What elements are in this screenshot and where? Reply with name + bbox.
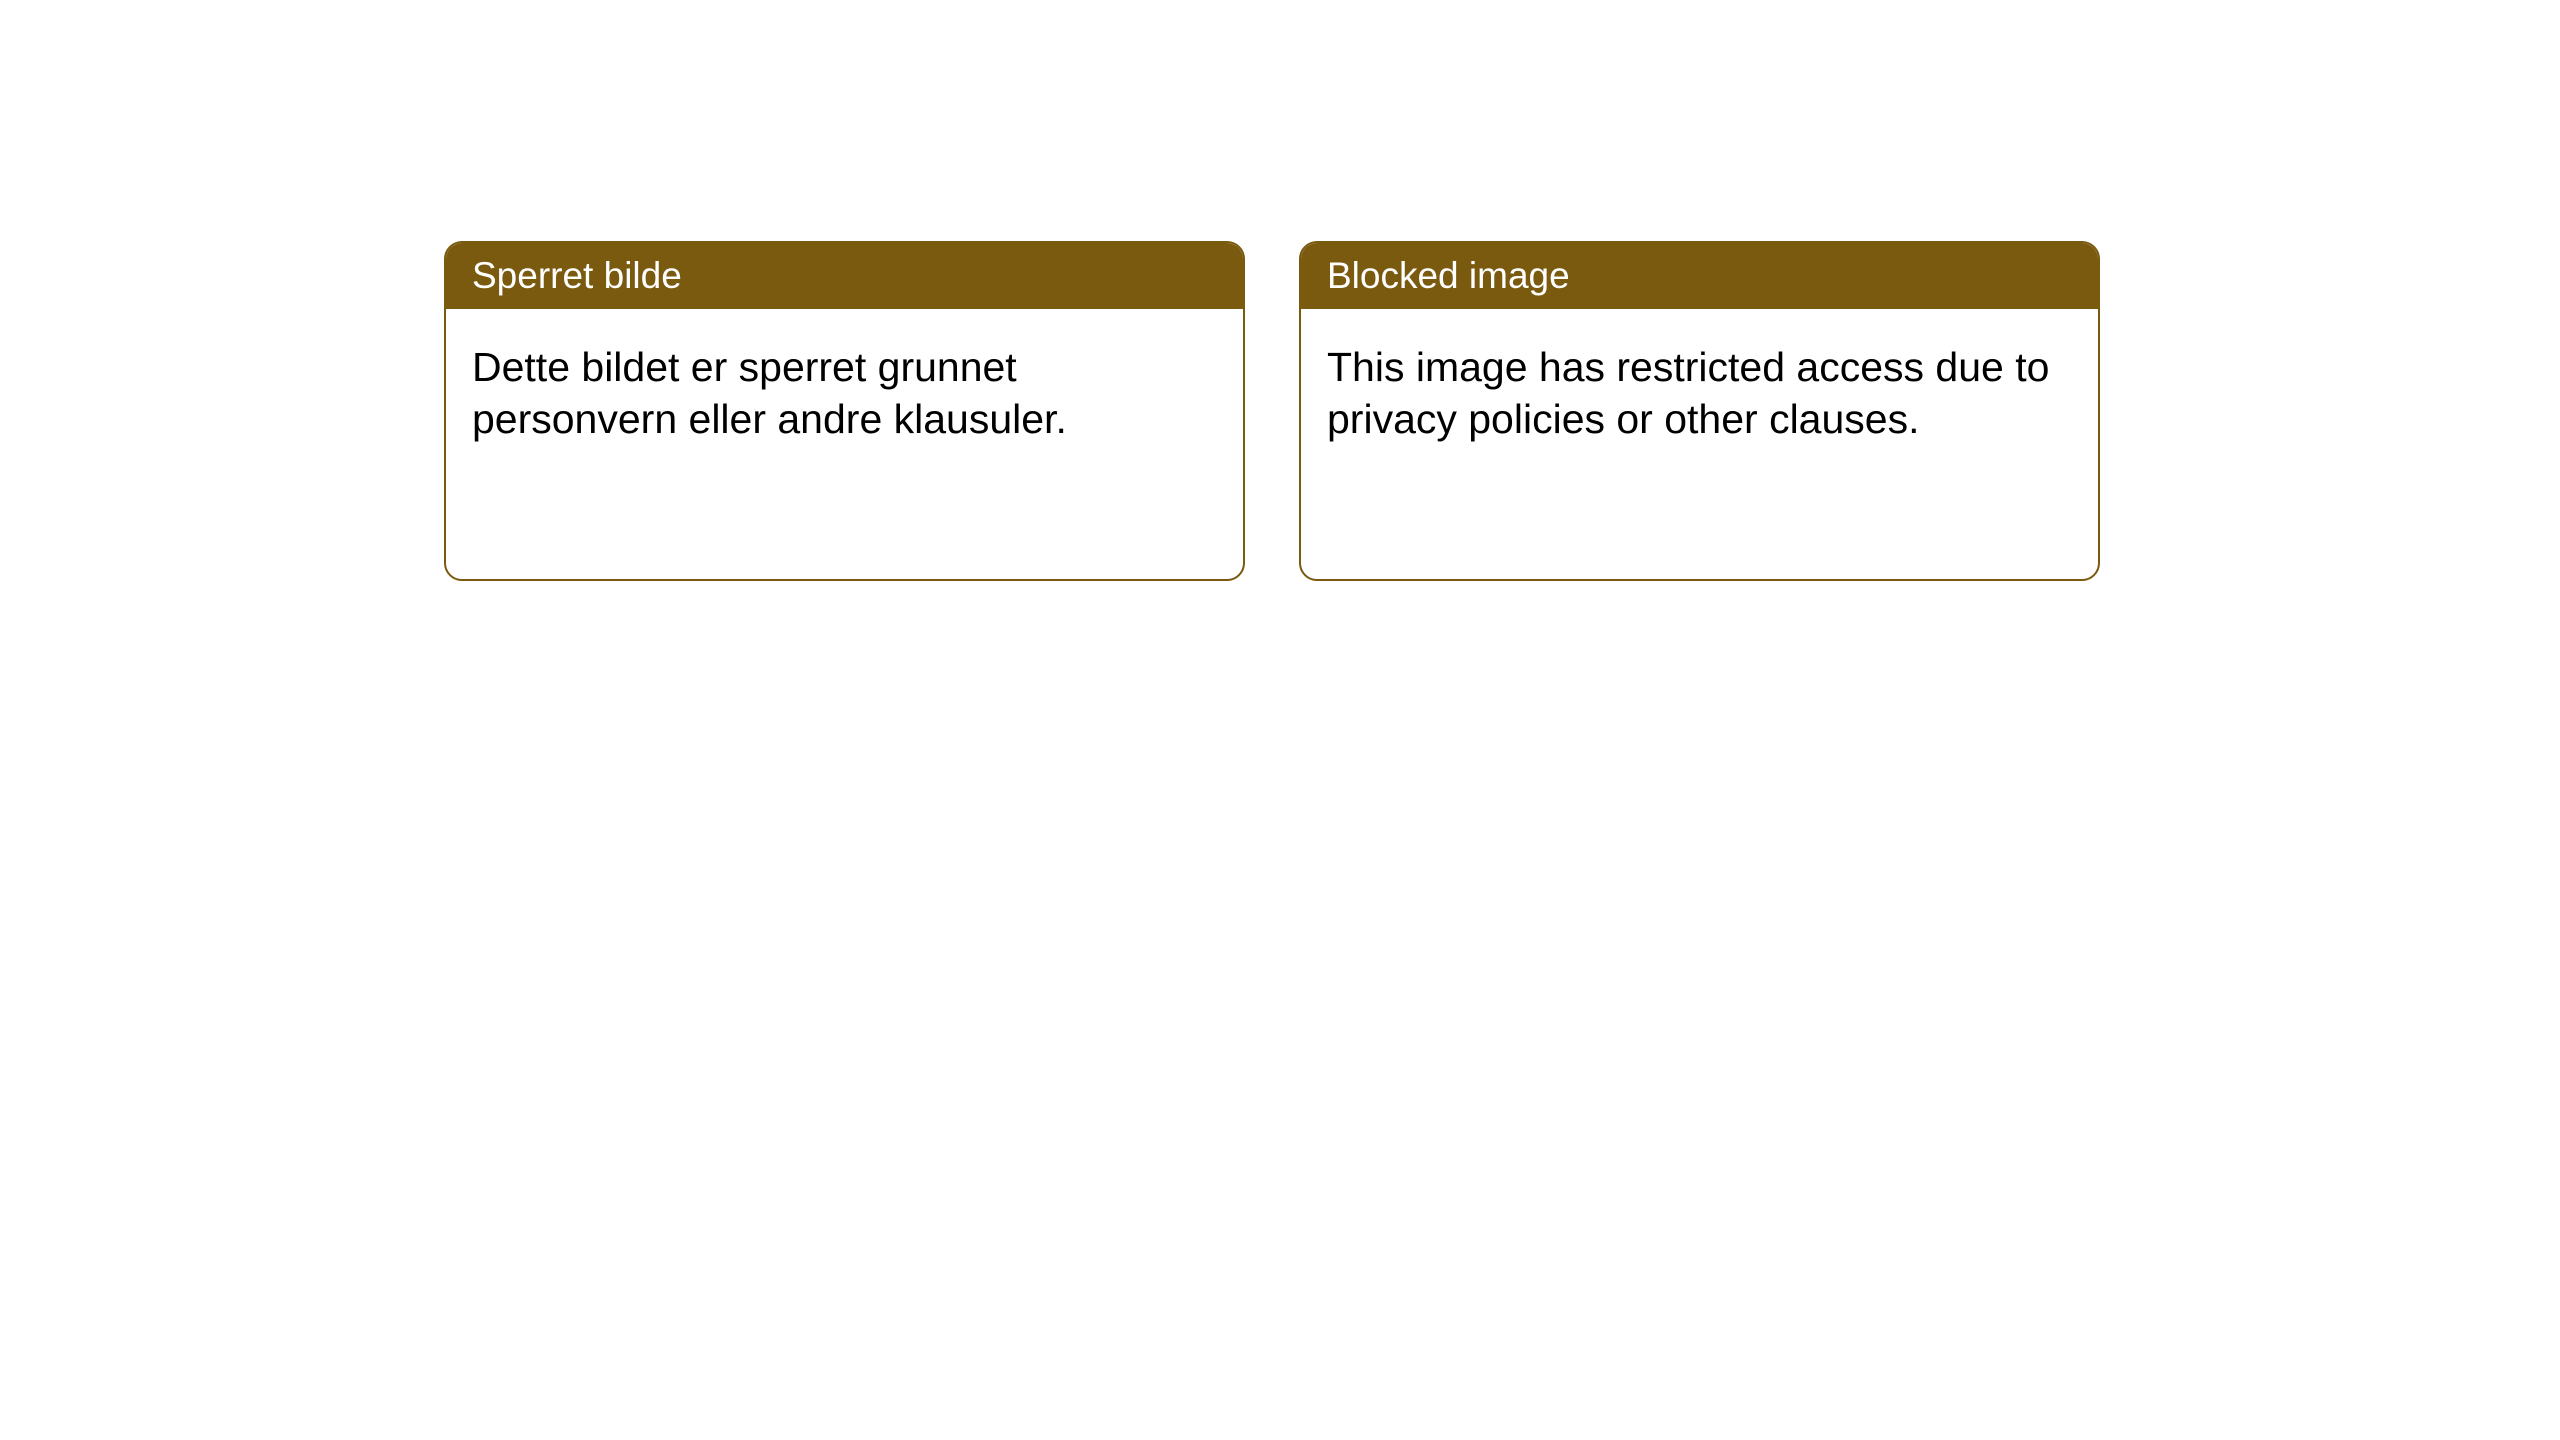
notice-title: Sperret bilde [472,255,682,296]
notice-message: Dette bildet er sperret grunnet personve… [472,344,1067,442]
notice-title: Blocked image [1327,255,1570,296]
notice-card-english: Blocked image This image has restricted … [1299,241,2100,581]
notice-header: Sperret bilde [446,243,1243,309]
notice-body: This image has restricted access due to … [1301,309,2098,579]
notice-message: This image has restricted access due to … [1327,344,2049,442]
notice-body: Dette bildet er sperret grunnet personve… [446,309,1243,579]
notice-container: Sperret bilde Dette bildet er sperret gr… [444,241,2100,581]
notice-header: Blocked image [1301,243,2098,309]
notice-card-norwegian: Sperret bilde Dette bildet er sperret gr… [444,241,1245,581]
